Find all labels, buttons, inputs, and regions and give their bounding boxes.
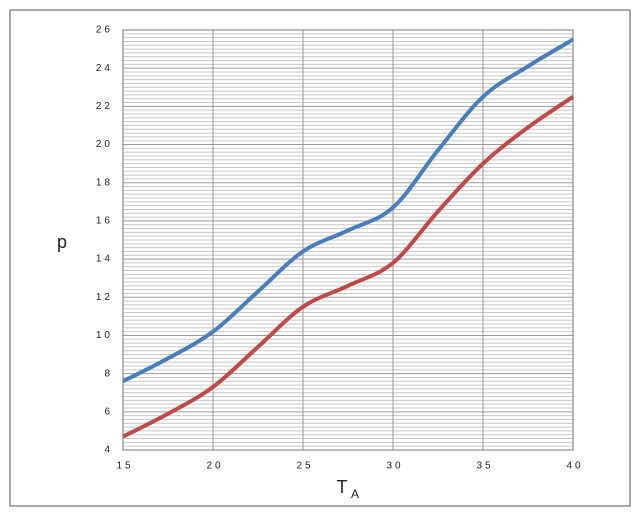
y-tick-label: 4	[104, 445, 113, 456]
line-series	[122, 37, 575, 384]
y-tick-label: 26	[96, 25, 113, 36]
y-tick-label: 22	[96, 101, 113, 112]
y-tick-label: 16	[96, 216, 113, 227]
y-tick-label: 6	[104, 406, 113, 417]
line-series	[122, 95, 575, 439]
y-tick-label: 8	[104, 368, 113, 379]
y-tick-label: 12	[96, 292, 113, 303]
plot-border	[122, 29, 574, 451]
x-tick-label: 30	[386, 461, 403, 472]
x-tick-label: 15	[116, 461, 133, 472]
x-axis-label: T	[337, 477, 348, 497]
x-tick-label: 20	[206, 461, 223, 472]
x-tick-label: 40	[566, 461, 583, 472]
y-tick-label: 10	[96, 330, 113, 341]
y-tick-label: 14	[96, 254, 113, 265]
y-tick-label: 20	[96, 139, 113, 150]
x-axis-label-sub: A	[351, 487, 359, 501]
x-tick-label: 25	[296, 461, 313, 472]
x-tick-label: 35	[476, 461, 493, 472]
y-tick-label: 18	[96, 177, 113, 188]
y-axis-label: p	[57, 232, 67, 252]
y-tick-label: 24	[96, 63, 113, 74]
